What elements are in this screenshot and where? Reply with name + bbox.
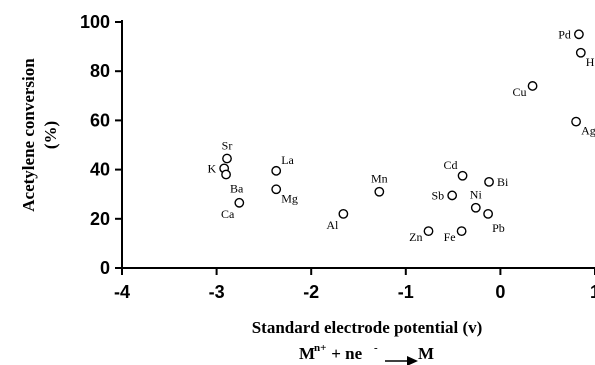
y-axis-title-line2: (%): [41, 121, 60, 149]
data-label-zn: Zn: [409, 230, 422, 244]
x-tick-label: 1: [590, 282, 595, 302]
data-label-sb: Sb: [431, 188, 444, 202]
data-point-pd: [574, 29, 584, 40]
x-tick-label: -2: [303, 282, 319, 302]
y-tick-label: 100: [80, 12, 110, 32]
equation-result: M: [418, 344, 434, 363]
equation-mid: + ne: [327, 344, 363, 363]
data-label-pb: Pb: [492, 221, 505, 235]
data-label-ca: Ca: [221, 207, 235, 221]
reduction-equation: M n+ + ne - M: [299, 342, 434, 365]
y-tick-label: 60: [90, 110, 110, 130]
data-label-sr: Sr: [222, 139, 233, 153]
x-tick-label: -4: [114, 282, 130, 302]
data-label-hg: Hg: [586, 55, 595, 69]
data-point-sr: [222, 153, 232, 164]
x-tick-label: -3: [209, 282, 225, 302]
data-label-mg: Mg: [281, 191, 298, 205]
data-label-ba: Ba: [230, 182, 244, 196]
data-label-al: Al: [326, 218, 339, 232]
data-label-pd: Pd: [558, 27, 571, 41]
data-point-la: [271, 165, 282, 176]
data-label-ni: Ni: [470, 188, 483, 202]
x-tick-label: -1: [398, 282, 414, 302]
data-point-sb: [447, 190, 458, 201]
data-label-la: La: [281, 153, 294, 167]
data-point-zn: [423, 226, 434, 237]
x-axis-title: Standard electrode potential (v): [252, 318, 483, 337]
data-point-mn: [374, 186, 385, 197]
y-tick-label: 20: [90, 209, 110, 229]
equation-sup-n: n+: [314, 342, 326, 354]
axes: [121, 20, 595, 269]
data-point-mg: [271, 184, 282, 195]
data-label-cd: Cd: [444, 158, 458, 172]
data-point-al: [338, 208, 349, 219]
y-tick-label: 40: [90, 160, 110, 180]
x-tick-label: 0: [495, 282, 505, 302]
data-label-k: K: [207, 161, 216, 175]
data-point-ca: [234, 197, 245, 208]
data-label-mn: Mn: [371, 172, 388, 186]
data-label-cu: Cu: [513, 85, 527, 99]
ticks: 0 20 40 60 80 100 -4 -3 -2 -1 0 1: [80, 12, 595, 302]
data-point-fe: [456, 226, 467, 237]
equation-base-m: M: [299, 344, 315, 363]
equation-sup-minus: -: [374, 342, 378, 354]
data-point-cu: [527, 81, 538, 91]
data-points: Sr K Ba Ca La Mg Al Mn Zn Fe Cd Sb Ni Pb Bi Cu Ag Hg Pd: [207, 27, 595, 244]
data-point-bi: [484, 176, 494, 187]
data-point-ni: [470, 202, 481, 213]
reaction-arrow: [385, 356, 418, 365]
data-point-cd: [457, 170, 468, 181]
data-label-bi: Bi: [497, 175, 509, 189]
data-point-pb: [483, 208, 494, 219]
y-tick-label: 0: [100, 258, 110, 278]
y-axis-title-line1: Acetylene conversion: [19, 58, 38, 212]
y-tick-label: 80: [90, 61, 110, 81]
data-point-ba: [221, 169, 231, 180]
data-point-hg: [575, 47, 586, 58]
data-point-ag: [571, 116, 581, 127]
data-label-fe: Fe: [444, 230, 456, 244]
data-label-ag: Ag: [581, 124, 595, 138]
